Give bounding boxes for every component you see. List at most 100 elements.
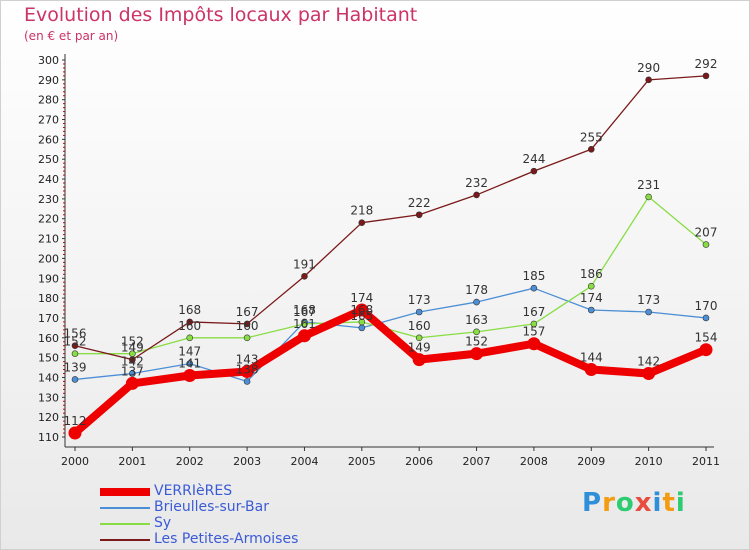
series-line-3 bbox=[74, 75, 707, 361]
data-point bbox=[243, 320, 251, 328]
data-label: 290 bbox=[637, 61, 660, 75]
data-label: 222 bbox=[408, 196, 431, 210]
data-point bbox=[186, 360, 194, 367]
legend-label: Brieulles-sur-Bar bbox=[154, 499, 269, 515]
data-point bbox=[125, 376, 139, 390]
data-point bbox=[702, 241, 710, 248]
data-point bbox=[530, 320, 538, 328]
data-label: 167 bbox=[522, 305, 545, 319]
legend-label: Sy bbox=[154, 515, 172, 531]
data-label: 167 bbox=[293, 305, 316, 319]
data-point bbox=[412, 353, 426, 367]
data-point bbox=[527, 337, 541, 351]
data-label: 168 bbox=[178, 303, 201, 317]
y-tick-label: 150 bbox=[38, 352, 59, 365]
x-tick-label: 2003 bbox=[233, 455, 261, 468]
data-point bbox=[530, 167, 538, 175]
data-label: 255 bbox=[580, 130, 603, 144]
data-point bbox=[186, 318, 194, 326]
data-point bbox=[587, 282, 595, 290]
data-label: 185 bbox=[522, 269, 545, 283]
x-tick-label: 2006 bbox=[405, 455, 433, 468]
legend-swatch bbox=[100, 488, 150, 496]
data-point bbox=[642, 367, 656, 381]
data-label: 218 bbox=[350, 204, 373, 218]
data-label: 142 bbox=[637, 355, 660, 369]
data-label: 173 bbox=[408, 293, 431, 307]
data-label: 161 bbox=[293, 317, 316, 331]
data-label: 168 bbox=[350, 303, 373, 317]
x-tick-label: 2001 bbox=[118, 455, 146, 468]
data-point bbox=[240, 365, 254, 379]
y-tick-label: 240 bbox=[38, 173, 59, 186]
legend-swatch bbox=[100, 539, 150, 541]
data-label: 156 bbox=[64, 327, 87, 341]
data-label: 163 bbox=[465, 313, 488, 327]
y-tick-label: 210 bbox=[38, 233, 59, 246]
data-label: 144 bbox=[580, 351, 603, 365]
data-point bbox=[530, 284, 538, 292]
chart-title: Evolution des Impôts locaux par Habitant bbox=[24, 4, 418, 26]
data-label: 232 bbox=[465, 176, 488, 190]
data-point bbox=[584, 363, 598, 377]
data-point bbox=[415, 211, 423, 219]
series-line-0 bbox=[71, 306, 710, 438]
legend-label: Les Petites-Armoises bbox=[154, 531, 299, 547]
data-point bbox=[358, 318, 366, 326]
data-label: 152 bbox=[465, 335, 488, 349]
data-point bbox=[702, 314, 710, 322]
data-label: 167 bbox=[236, 305, 259, 319]
data-point bbox=[473, 191, 480, 199]
data-point bbox=[71, 350, 79, 357]
y-tick-label: 180 bbox=[38, 292, 59, 305]
y-tick-label: 170 bbox=[38, 312, 59, 325]
data-point bbox=[71, 342, 79, 350]
data-point bbox=[355, 303, 369, 317]
y-tick-label: 280 bbox=[38, 94, 59, 107]
data-label: 191 bbox=[293, 257, 316, 271]
data-point bbox=[297, 329, 311, 343]
data-label: 138 bbox=[236, 362, 259, 376]
x-tick-label: 2004 bbox=[290, 455, 318, 468]
y-tick-label: 110 bbox=[38, 431, 59, 444]
data-point bbox=[71, 376, 79, 383]
data-label: 157 bbox=[522, 325, 545, 339]
data-point bbox=[186, 334, 194, 342]
data-label: 142 bbox=[121, 355, 144, 369]
data-label: 154 bbox=[695, 331, 718, 345]
data-label: 186 bbox=[580, 267, 603, 281]
data-point bbox=[645, 308, 652, 316]
x-tick-label: 2005 bbox=[348, 455, 376, 468]
y-tick-label: 260 bbox=[38, 133, 59, 146]
data-point bbox=[699, 343, 713, 357]
x-tick-label: 2007 bbox=[463, 455, 491, 468]
data-point bbox=[645, 193, 652, 201]
y-tick-label: 290 bbox=[38, 74, 59, 87]
y-tick-label: 190 bbox=[38, 272, 59, 285]
data-point bbox=[68, 426, 82, 440]
data-label: 152 bbox=[64, 335, 87, 349]
data-label: 112 bbox=[64, 414, 87, 428]
data-label: 137 bbox=[121, 364, 144, 378]
y-tick-label: 300 bbox=[38, 54, 59, 67]
data-label: 141 bbox=[178, 356, 201, 370]
x-tick-label: 2010 bbox=[635, 455, 663, 468]
data-label: 292 bbox=[695, 57, 718, 71]
data-point bbox=[415, 308, 423, 316]
data-point bbox=[587, 145, 595, 153]
y-tick-label: 230 bbox=[38, 193, 59, 206]
data-point bbox=[473, 298, 480, 306]
data-point bbox=[129, 370, 136, 377]
data-label: 160 bbox=[408, 319, 431, 333]
y-tick-label: 120 bbox=[38, 411, 59, 424]
chart-axes: 110 120 130 140 150 160 170 180 190 200 210 220 230 2… bbox=[38, 54, 720, 468]
x-tick-label: 2000 bbox=[61, 455, 89, 468]
data-point bbox=[645, 76, 652, 84]
y-tick-label: 200 bbox=[38, 252, 59, 265]
data-label: 168 bbox=[293, 303, 316, 317]
chart-plot-area bbox=[68, 72, 713, 440]
data-label: 207 bbox=[695, 226, 718, 240]
